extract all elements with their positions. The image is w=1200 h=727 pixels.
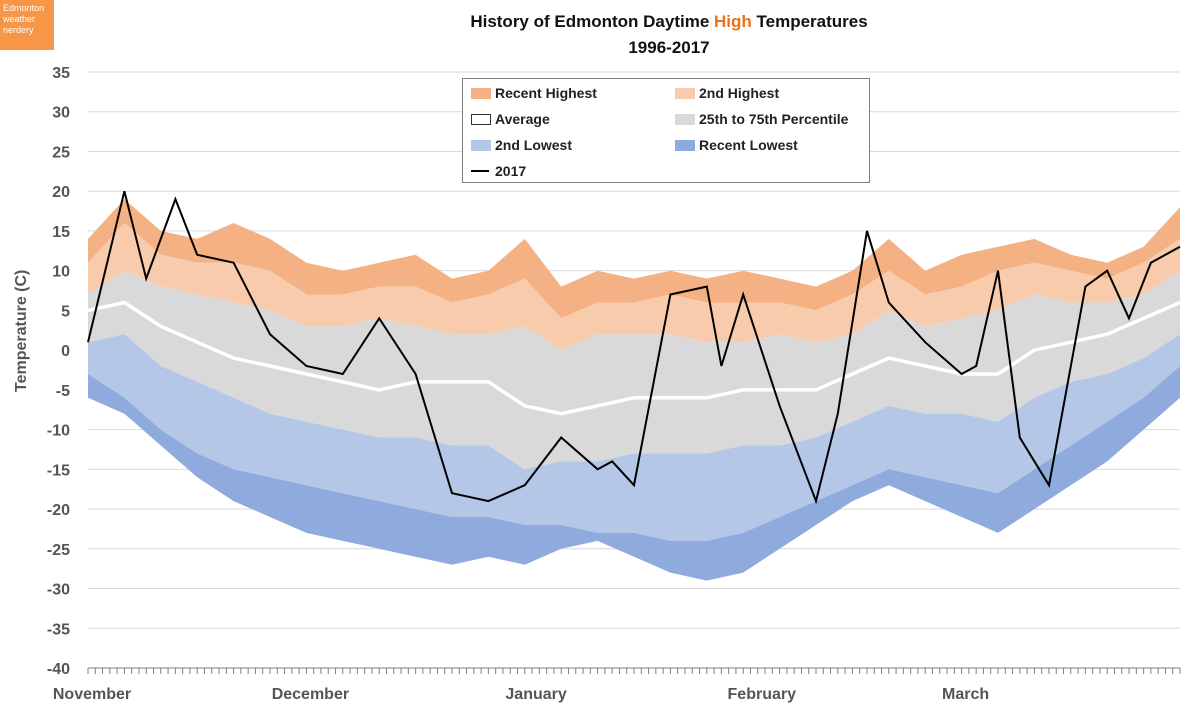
y-tick-label: -20 <box>47 502 70 519</box>
legend-item-2017: 2017 <box>471 163 526 179</box>
badge-line-1: Edmonton <box>3 3 45 13</box>
legend-swatch-percentile <box>675 113 695 125</box>
legend-swatch-2017 <box>471 170 489 172</box>
legend-swatch-second-highest <box>675 87 695 99</box>
x-month-label: January <box>505 686 566 703</box>
x-month-label: March <box>942 686 989 703</box>
legend-label-2017: 2017 <box>495 163 527 179</box>
x-month-label: December <box>272 686 349 703</box>
band-second-highest <box>88 223 1180 351</box>
band-recent-highest <box>88 199 1180 319</box>
legend-item-recent-lowest: Recent Lowest <box>675 137 798 153</box>
y-tick-label: -10 <box>47 423 70 440</box>
chart-title-highlight: High <box>714 12 752 31</box>
line-2017 <box>87 190 1181 505</box>
average-line <box>87 300 1181 416</box>
badge-line-3: nerdery <box>3 25 34 35</box>
x-month-label: November <box>53 686 131 703</box>
y-tick-label: 35 <box>52 65 70 82</box>
y-tick-label: -15 <box>47 462 70 479</box>
legend-label-average: Average <box>495 111 550 127</box>
legend-swatch-second-lowest <box>471 139 491 151</box>
y-tick-label: 25 <box>52 144 70 161</box>
legend-label-recent-highest: Recent Highest <box>495 85 597 101</box>
y-tick-label: 5 <box>61 303 70 320</box>
legend-item-average: Average <box>471 111 550 127</box>
y-tick-label: 30 <box>52 105 70 122</box>
band-percentile <box>88 270 1180 470</box>
legend-item-second-lowest: 2nd Lowest <box>471 137 572 153</box>
legend-swatch-recent-highest <box>471 87 491 99</box>
legend-item-percentile: 25th to 75th Percentile <box>675 111 848 127</box>
x-month-label: February <box>728 686 797 703</box>
y-tick-label: 0 <box>61 343 70 360</box>
y-tick-label: 15 <box>52 224 70 241</box>
y-tick-label: 20 <box>52 184 70 201</box>
legend-label-second-highest: 2nd Highest <box>699 85 780 101</box>
chart-title-part2: Temperatures <box>751 12 868 31</box>
legend-item-recent-highest: Recent Highest <box>471 85 597 101</box>
legend: Recent Highest 2nd Highest Average 25th … <box>462 78 870 183</box>
y-tick-label: -5 <box>56 383 70 400</box>
chart-subtitle: 1996-2017 <box>628 38 710 57</box>
legend-item-second-highest: 2nd Highest <box>675 85 779 101</box>
band-second-lowest <box>88 334 1180 541</box>
legend-label-second-lowest: 2nd Lowest <box>495 137 573 153</box>
legend-label-percentile: 25th to 75th Percentile <box>699 111 849 127</box>
chart-title: History of Edmonton Daytime High Tempera… <box>0 12 1200 32</box>
legend-swatch-average <box>471 113 491 125</box>
band-recent-lowest <box>88 366 1180 581</box>
y-tick-label: 10 <box>52 264 70 281</box>
y-tick-label: -30 <box>47 582 70 599</box>
brand-badge: Edmonton weather nerdery <box>0 0 54 50</box>
y-tick-label: -25 <box>47 542 70 559</box>
y-tick-label: -40 <box>47 661 70 678</box>
chart-title-part1: History of Edmonton Daytime <box>470 12 714 31</box>
badge-line-2: weather <box>3 14 36 24</box>
legend-swatch-recent-lowest <box>675 139 695 151</box>
y-tick-label: -35 <box>47 621 70 638</box>
legend-label-recent-lowest: Recent Lowest <box>699 137 798 153</box>
